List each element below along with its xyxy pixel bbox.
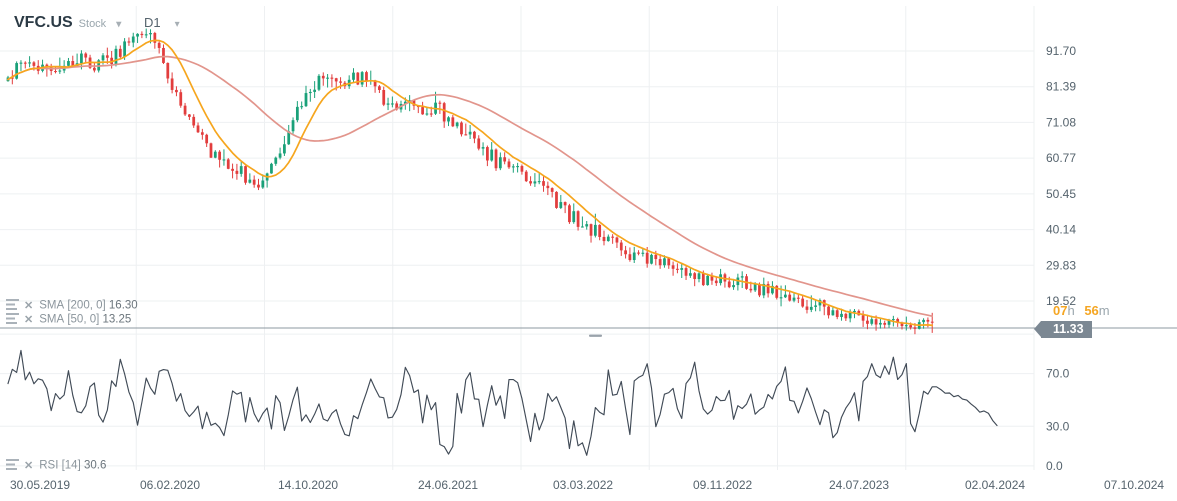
svg-text:07.10.2024: 07.10.2024 xyxy=(1104,478,1164,492)
svg-text:06.02.2020: 06.02.2020 xyxy=(140,478,200,492)
svg-text:71.08: 71.08 xyxy=(1046,115,1076,129)
svg-text:30.05.2019: 30.05.2019 xyxy=(10,478,70,492)
svg-text:29.83: 29.83 xyxy=(1046,258,1076,272)
svg-text:24.06.2021: 24.06.2021 xyxy=(418,478,478,492)
svg-text:91.70: 91.70 xyxy=(1046,44,1076,58)
svg-text:50.45: 50.45 xyxy=(1046,187,1076,201)
svg-text:02.04.2024: 02.04.2024 xyxy=(965,478,1025,492)
svg-text:0.0: 0.0 xyxy=(1046,459,1063,473)
svg-text:81.39: 81.39 xyxy=(1046,80,1076,94)
svg-text:14.10.2020: 14.10.2020 xyxy=(278,478,338,492)
svg-text:24.07.2023: 24.07.2023 xyxy=(829,478,889,492)
svg-text:30.0: 30.0 xyxy=(1046,419,1070,433)
svg-text:09.11.2022: 09.11.2022 xyxy=(693,478,752,492)
svg-text:70.0: 70.0 xyxy=(1046,367,1070,381)
svg-text:03.03.2022: 03.03.2022 xyxy=(553,478,613,492)
svg-text:60.77: 60.77 xyxy=(1046,151,1076,165)
svg-text:40.14: 40.14 xyxy=(1046,223,1076,237)
